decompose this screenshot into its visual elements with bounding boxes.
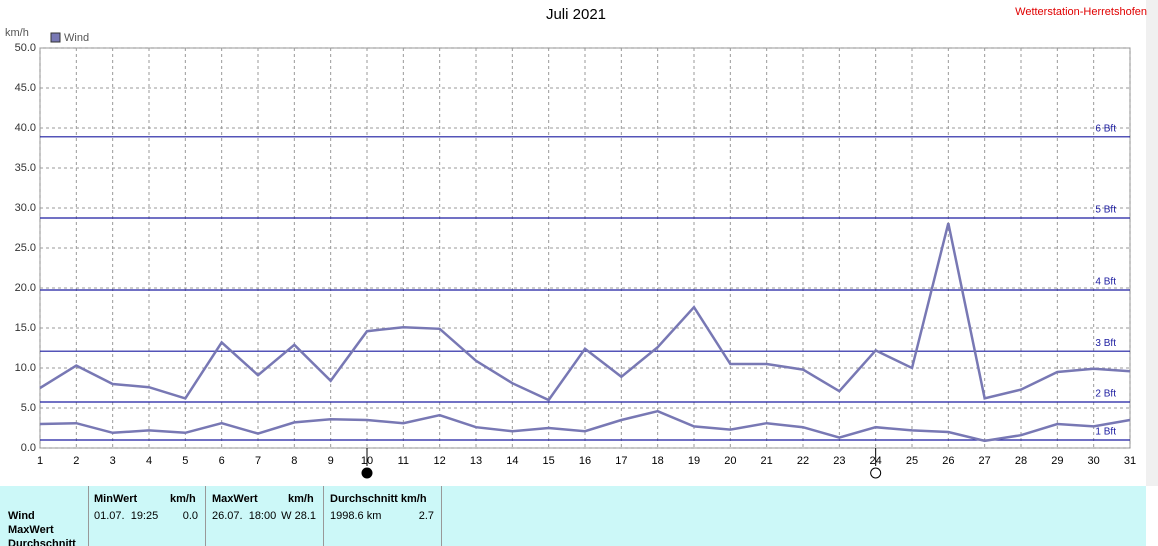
x-tick-label: 21 bbox=[761, 455, 773, 467]
col-unit: km/h bbox=[288, 493, 314, 505]
x-tick-label: 23 bbox=[833, 455, 845, 467]
x-tick-label: 31 bbox=[1124, 455, 1136, 467]
x-tick-label: 19 bbox=[688, 455, 700, 467]
bft-label: 4 Bft bbox=[1095, 277, 1116, 288]
x-tick-label: 18 bbox=[652, 455, 664, 467]
divider bbox=[205, 486, 206, 546]
legend-label: Wind bbox=[64, 32, 89, 44]
bft-label: 2 Bft bbox=[1095, 389, 1116, 400]
x-tick-label: 14 bbox=[506, 455, 518, 467]
x-tick-label: 28 bbox=[1015, 455, 1027, 467]
wind-line bbox=[39, 222, 1131, 402]
moon-marker bbox=[361, 467, 373, 479]
y-unit: km/h bbox=[5, 27, 29, 39]
x-tick-label: 27 bbox=[979, 455, 991, 467]
x-tick-label: 15 bbox=[543, 455, 555, 467]
y-tick-label: 0.0 bbox=[21, 442, 36, 454]
y-tick-label: 45.0 bbox=[15, 82, 36, 94]
x-tick-label: 12 bbox=[434, 455, 446, 467]
col-header: Durchschnitt km/h bbox=[330, 493, 427, 505]
cell: 1998.6 km bbox=[330, 510, 382, 522]
divider bbox=[441, 486, 442, 546]
x-tick-label: 6 bbox=[219, 455, 225, 467]
x-tick-label: 4 bbox=[146, 455, 152, 467]
y-tick-label: 50.0 bbox=[15, 42, 36, 54]
x-tick-label: 8 bbox=[291, 455, 297, 467]
x-tick-label: 11 bbox=[398, 455, 409, 467]
x-tick-label: 2 bbox=[73, 455, 79, 467]
station: Wetterstation-Herretshofen bbox=[1015, 6, 1147, 18]
y-tick-label: 15.0 bbox=[15, 322, 36, 334]
y-tick-label: 5.0 bbox=[21, 402, 36, 414]
divider bbox=[323, 486, 324, 546]
cell: W 28.1 bbox=[281, 510, 316, 522]
chart: Juli 2021 Wetterstation-Herretshofen km/… bbox=[5, 0, 1158, 486]
x-tick-label: 17 bbox=[615, 455, 627, 467]
row-label: Wind bbox=[8, 510, 35, 522]
divider bbox=[88, 486, 89, 546]
cell: 2.7 bbox=[418, 510, 434, 522]
y-tick-label: 20.0 bbox=[15, 282, 36, 294]
wind-line bbox=[39, 409, 1131, 443]
row-label: MaxWert bbox=[8, 524, 54, 536]
x-tick-label: 5 bbox=[182, 455, 188, 467]
x-tick-label: 30 bbox=[1088, 455, 1100, 467]
x-tick-label: 7 bbox=[255, 455, 261, 467]
summary-table: Wind MaxWert Durchschnitt MinWert km/h 0… bbox=[0, 486, 1146, 546]
x-tick-label: 9 bbox=[328, 455, 334, 467]
chart-title: Juli 2021 bbox=[546, 6, 606, 23]
y-tick-label: 35.0 bbox=[15, 162, 36, 174]
x-tick-label: 26 bbox=[942, 455, 954, 467]
y-tick-label: 25.0 bbox=[15, 242, 36, 254]
row-label: Durchschnitt bbox=[8, 538, 76, 546]
col-header: MaxWert bbox=[212, 493, 258, 505]
y-tick-label: 10.0 bbox=[15, 362, 36, 374]
bft-label: 1 Bft bbox=[1095, 427, 1116, 438]
bft-label: 3 Bft bbox=[1095, 338, 1116, 349]
scroll-edge bbox=[1146, 0, 1158, 486]
x-tick-label: 16 bbox=[579, 455, 591, 467]
x-tick-label: 3 bbox=[110, 455, 116, 467]
x-tick-label: 20 bbox=[724, 455, 736, 467]
x-tick-label: 29 bbox=[1051, 455, 1063, 467]
cell: 01.07. 19:25 bbox=[94, 510, 159, 522]
x-tick-label: 22 bbox=[797, 455, 809, 467]
x-tick-label: 25 bbox=[906, 455, 918, 467]
legend-swatch bbox=[50, 32, 61, 43]
y-tick-label: 30.0 bbox=[15, 202, 36, 214]
moon-marker bbox=[870, 467, 882, 479]
x-tick-label: 13 bbox=[470, 455, 482, 467]
cell: 0.0 bbox=[182, 510, 198, 522]
y-tick-label: 40.0 bbox=[15, 122, 36, 134]
cell: 26.07. 18:00 bbox=[212, 510, 277, 522]
bft-label: 6 Bft bbox=[1095, 123, 1116, 134]
x-tick-label: 1 bbox=[37, 455, 43, 467]
col-unit: km/h bbox=[170, 493, 196, 505]
bft-label: 5 Bft bbox=[1095, 205, 1116, 216]
col-header: MinWert bbox=[94, 493, 138, 505]
